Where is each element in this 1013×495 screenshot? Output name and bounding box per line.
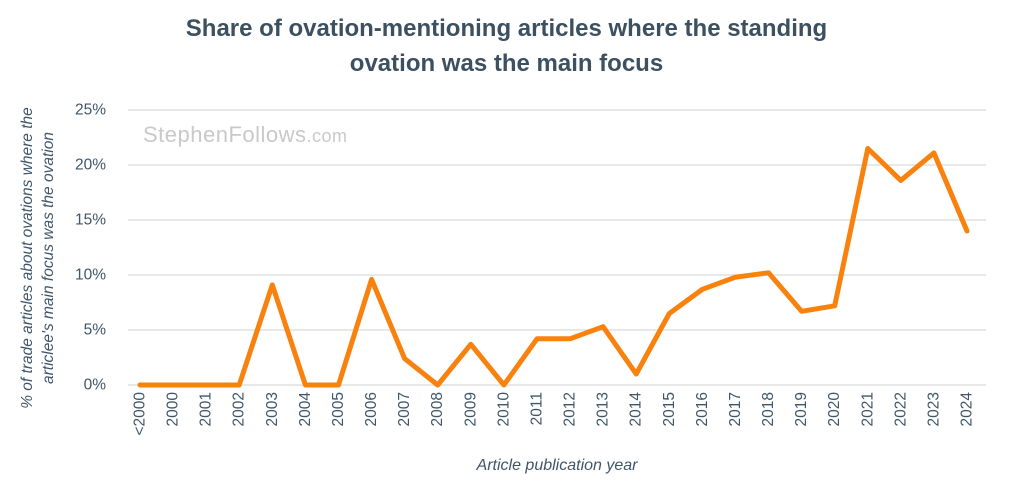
x-tick-label: 2004: [297, 392, 314, 427]
x-axis-title: Article publication year: [476, 457, 638, 474]
x-tick-label: 2005: [330, 392, 347, 426]
y-tick-label: 10%: [75, 267, 106, 284]
x-tick-label: 2012: [562, 392, 579, 426]
y-tick-label: 20%: [75, 157, 106, 174]
x-tick-label: 2022: [892, 392, 909, 426]
x-tick-label: 2023: [925, 392, 942, 426]
x-tick-label: 2010: [495, 392, 512, 427]
x-tick-label: 2001: [198, 392, 215, 426]
x-tick-label: 2015: [661, 392, 678, 426]
x-tick-label: 2016: [694, 392, 711, 426]
x-tick-label: 2020: [826, 392, 843, 427]
x-tick-label: 2014: [628, 392, 645, 427]
x-tick-label: 2008: [429, 392, 446, 426]
x-tick-label: 2018: [760, 392, 777, 426]
x-tick-label: 2002: [231, 392, 248, 426]
watermark: StephenFollows.com: [143, 122, 348, 148]
y-tick-label: 5%: [84, 322, 107, 339]
x-tick-label: 2011: [528, 392, 545, 425]
x-tick-label: 2006: [363, 392, 380, 426]
data-line: [137, 146, 970, 388]
watermark-suffix: .com: [306, 126, 348, 146]
y-tick-label: 0%: [84, 377, 107, 394]
x-tick-label: 2007: [396, 392, 413, 426]
chart-title: Share of ovation-mentioning articles whe…: [185, 15, 828, 77]
x-tick-labels: <2000 2000 2001 2002 2003 2004 2005 2006 2007 200…: [132, 392, 976, 436]
x-tick-label: <2000: [132, 392, 149, 436]
x-tick-label: 2013: [595, 392, 612, 426]
x-tick-label: 2017: [727, 392, 744, 426]
x-tick-label: 2021: [859, 392, 876, 426]
gridlines: [128, 109, 986, 386]
x-tick-label: 2000: [165, 392, 182, 427]
x-tick-label: 2009: [462, 392, 479, 426]
x-tick-label: 2024: [959, 392, 976, 427]
y-tick-labels: 0% 5% 10% 15% 20% 25%: [75, 102, 106, 394]
x-tick-label: 2003: [264, 392, 281, 426]
y-tick-label: 25%: [75, 102, 106, 119]
watermark-main: StephenFollows: [143, 122, 307, 147]
x-tick-label: 2019: [793, 392, 810, 426]
y-tick-label: 15%: [75, 212, 106, 229]
